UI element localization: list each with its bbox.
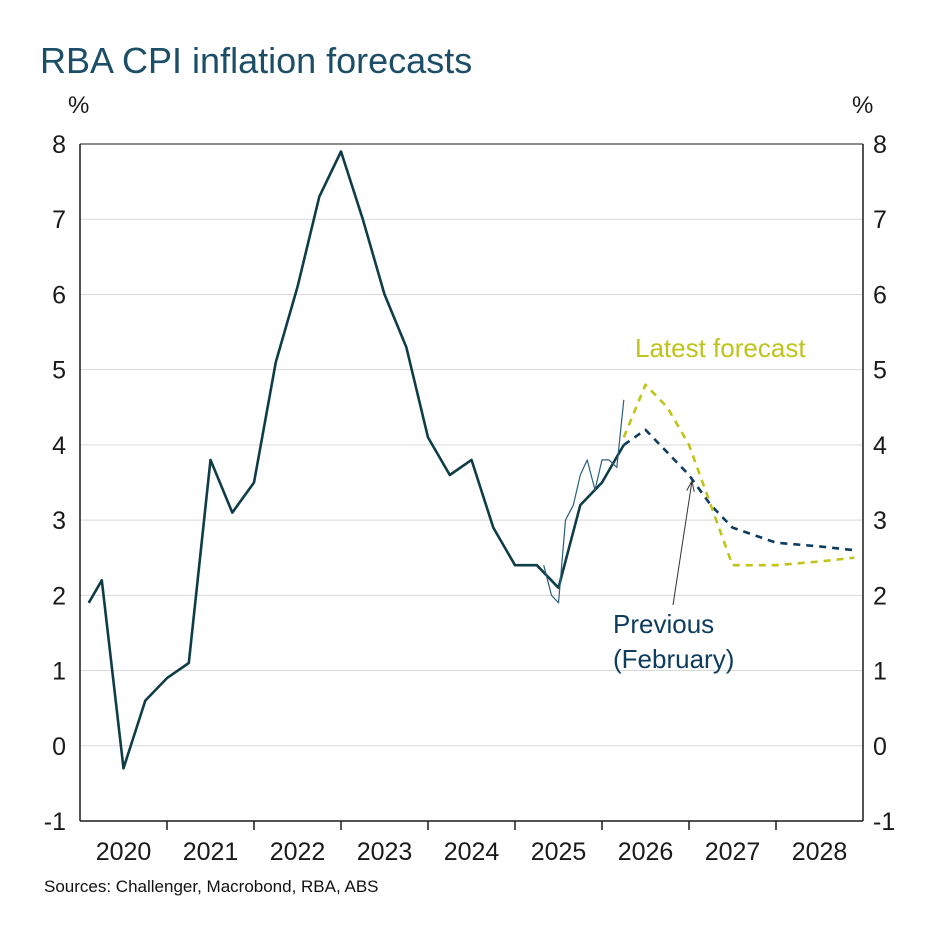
y-tick-label-left: 5	[52, 357, 66, 385]
y-axis-unit-left: %	[68, 92, 89, 119]
axes: -1 -1 0 0 1 1 2 2 3 3 4 4 5 5 6 6 7 7 8 8 2020 2021 2022 2023 20…	[44, 131, 895, 866]
y-tick-label-left: -1	[44, 808, 66, 836]
source-note: Sources: Challenger, Macrobond, RBA, ABS	[44, 877, 379, 896]
y-tick-label-right: 7	[873, 206, 887, 234]
y-tick-label-left: 0	[52, 733, 66, 761]
y-tick-label-left: 2	[52, 582, 66, 610]
x-tick-label: 2022	[270, 838, 326, 866]
x-tick-label: 2024	[444, 838, 500, 866]
x-tick-label: 2028	[792, 838, 848, 866]
y-tick-label-right: 6	[873, 281, 887, 309]
x-tick-label: 2023	[357, 838, 413, 866]
series-line-monthly	[543, 399, 625, 604]
y-tick-label-right: -1	[873, 808, 895, 836]
y-tick-label-left: 4	[52, 432, 66, 460]
x-tick-label: 2020	[96, 838, 152, 866]
y-tick-label-left: 3	[52, 507, 66, 535]
series-line-latest	[622, 383, 855, 567]
previous-forecast-label: Previous	[613, 609, 714, 639]
series-lines	[87, 150, 855, 770]
y-axis-unit-right: %	[852, 92, 873, 119]
x-tick-label: 2027	[705, 838, 761, 866]
y-tick-label-left: 1	[52, 658, 66, 686]
series-line-previous	[623, 428, 855, 552]
y-tick-label-right: 5	[873, 357, 887, 385]
y-tick-label-right: 1	[873, 658, 887, 686]
y-tick-label-right: 2	[873, 582, 887, 610]
chart-title: RBA CPI inflation forecasts	[40, 40, 473, 81]
y-tick-label-right: 0	[873, 733, 887, 761]
x-tick-label: 2025	[531, 838, 587, 866]
x-tick-label: 2026	[618, 838, 674, 866]
series-line-actual	[87, 150, 625, 770]
annotation-arrow	[672, 479, 695, 606]
arrow-line	[672, 480, 693, 606]
y-tick-label-right: 4	[873, 432, 887, 460]
x-tick-label: 2021	[183, 838, 239, 866]
y-tick-label-left: 7	[52, 206, 66, 234]
previous-forecast-sublabel: (February)	[613, 644, 734, 674]
latest-forecast-label: Latest forecast	[635, 333, 806, 363]
y-tick-label-right: 8	[873, 131, 887, 159]
y-tick-label-left: 6	[52, 281, 66, 309]
y-tick-label-right: 3	[873, 507, 887, 535]
arrow-head	[686, 479, 695, 492]
y-tick-label-left: 8	[52, 131, 66, 159]
gridlines	[80, 218, 863, 747]
